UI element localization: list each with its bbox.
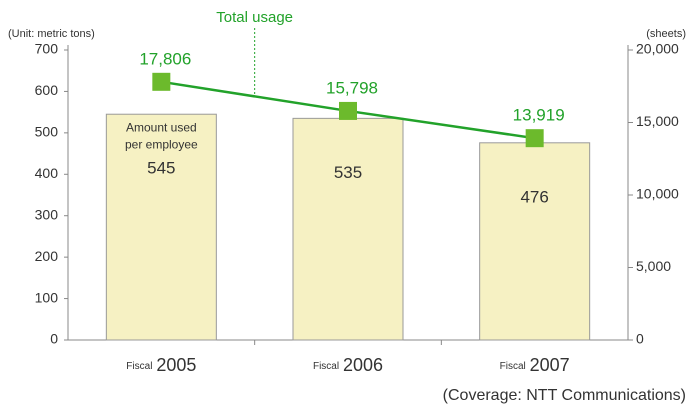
x-category: 2006 <box>343 355 383 375</box>
y2-tick-label: 10,000 <box>636 186 679 202</box>
x-prefix: Fiscal <box>500 361 526 372</box>
x-category: 2007 <box>530 355 570 375</box>
x-tick-label: Fiscal 2007 <box>500 355 570 375</box>
bar-annotation: per employee <box>125 137 198 151</box>
bar-value-label: 535 <box>334 163 362 182</box>
line-marker <box>525 129 544 148</box>
y-tick-label: 500 <box>35 124 59 140</box>
left-unit: (Unit: metric tons) <box>8 28 95 40</box>
line-marker <box>152 72 171 91</box>
bar-value-label: 476 <box>520 187 548 206</box>
y2-tick-label: 15,000 <box>636 113 679 129</box>
y-tick-label: 100 <box>35 289 59 305</box>
y-tick-label: 600 <box>35 82 59 98</box>
y-tick-label: 400 <box>35 165 59 181</box>
line-value-label: 15,798 <box>326 78 378 97</box>
y2-tick-label: 5,000 <box>636 258 671 274</box>
x-tick-label: Fiscal 2005 <box>126 355 196 375</box>
y2-tick-label: 20,000 <box>636 41 679 57</box>
x-prefix: Fiscal <box>313 361 339 372</box>
x-prefix: Fiscal <box>126 361 152 372</box>
y2-tick-label: 0 <box>636 331 644 347</box>
x-tick-label: Fiscal 2006 <box>313 355 383 375</box>
line-label: Total usage <box>216 9 293 26</box>
footnote: (Coverage: NTT Communications) <box>443 387 686 404</box>
y-tick-label: 700 <box>35 41 59 57</box>
line-marker <box>339 101 357 120</box>
bar <box>292 117 404 341</box>
y-tick-label: 300 <box>35 206 59 222</box>
line-value-label: 13,919 <box>513 106 565 125</box>
bar <box>479 142 591 341</box>
line-value-label: 17,806 <box>139 49 191 68</box>
bar-value-label: 545 <box>147 159 175 178</box>
x-category: 2005 <box>156 355 196 375</box>
bar-annotation: Amount used <box>126 120 197 134</box>
y-tick-label: 0 <box>50 331 58 347</box>
y-tick-label: 200 <box>35 248 59 264</box>
bar <box>105 113 217 341</box>
right-unit: (sheets) <box>646 28 686 40</box>
